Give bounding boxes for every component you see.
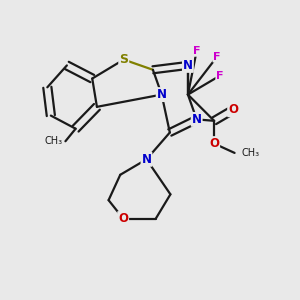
- Text: O: O: [228, 103, 238, 116]
- Text: N: N: [192, 113, 202, 126]
- Text: F: F: [213, 52, 221, 62]
- Text: F: F: [216, 70, 224, 81]
- Text: S: S: [119, 53, 128, 66]
- Text: O: O: [209, 137, 219, 150]
- Text: N: N: [183, 59, 193, 72]
- Text: N: N: [157, 88, 167, 101]
- Text: CH₃: CH₃: [44, 136, 62, 146]
- Text: N: N: [142, 153, 152, 166]
- Text: F: F: [193, 46, 200, 56]
- Text: CH₃: CH₃: [242, 148, 260, 158]
- Text: O: O: [118, 212, 128, 225]
